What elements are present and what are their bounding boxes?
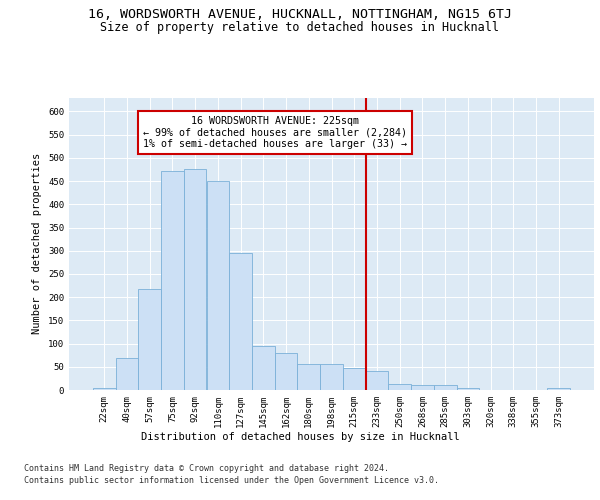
Bar (365, 370, 388, 390)
Bar (298, 364, 320, 390)
Bar (116, 358, 139, 390)
Bar (184, 170, 206, 390)
Bar (93, 388, 116, 390)
Bar (388, 384, 411, 390)
Text: Distribution of detached houses by size in Hucknall: Distribution of detached houses by size … (140, 432, 460, 442)
Bar (434, 386, 457, 390)
Text: 16, WORDSWORTH AVENUE, HUCKNALL, NOTTINGHAM, NG15 6TJ: 16, WORDSWORTH AVENUE, HUCKNALL, NOTTING… (88, 8, 512, 20)
Text: Size of property relative to detached houses in Hucknall: Size of property relative to detached ho… (101, 21, 499, 34)
Bar (229, 253, 252, 390)
Bar (161, 171, 184, 390)
Bar (411, 386, 434, 390)
Bar (275, 353, 298, 390)
Text: 16 WORDSWORTH AVENUE: 225sqm
← 99% of detached houses are smaller (2,284)
1% of : 16 WORDSWORTH AVENUE: 225sqm ← 99% of de… (143, 116, 407, 150)
Bar (320, 364, 343, 390)
Bar (343, 368, 365, 390)
Bar (139, 289, 161, 390)
Bar (252, 346, 275, 390)
Bar (457, 388, 479, 390)
Bar (206, 181, 229, 390)
Bar (547, 388, 570, 390)
Text: Contains HM Land Registry data © Crown copyright and database right 2024.: Contains HM Land Registry data © Crown c… (24, 464, 389, 473)
Text: Contains public sector information licensed under the Open Government Licence v3: Contains public sector information licen… (24, 476, 439, 485)
Y-axis label: Number of detached properties: Number of detached properties (32, 153, 43, 334)
